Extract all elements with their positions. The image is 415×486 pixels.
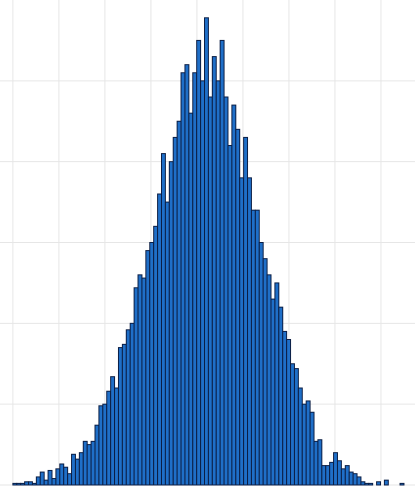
bar: [333, 452, 338, 486]
bar: [301, 403, 307, 486]
bar: [71, 453, 76, 486]
bar: [297, 387, 303, 486]
bar: [145, 250, 151, 486]
bar: [344, 465, 350, 486]
bar: [16, 482, 22, 486]
bar: [164, 201, 170, 486]
bar: [243, 136, 249, 486]
bar: [383, 479, 389, 486]
bar: [293, 368, 299, 486]
bar: [125, 329, 131, 486]
bar: [110, 376, 116, 486]
bar: [28, 481, 33, 486]
bar: [176, 120, 182, 486]
bar: [188, 112, 194, 486]
bar: [157, 193, 162, 486]
bar: [352, 473, 358, 486]
bar: [153, 225, 159, 486]
bar: [250, 209, 256, 486]
bar: [90, 440, 96, 486]
bar: [24, 481, 30, 486]
bar: [35, 476, 41, 486]
bar: [309, 411, 315, 486]
bar: [117, 347, 123, 486]
bar: [317, 439, 323, 486]
bar: [149, 242, 155, 486]
bar: [368, 482, 374, 486]
bar: [204, 17, 209, 486]
bar: [78, 452, 84, 486]
bar: [12, 482, 18, 486]
bar: [274, 282, 280, 486]
bar: [114, 387, 119, 486]
bar: [231, 104, 237, 486]
bar: [278, 306, 284, 486]
bar: [129, 322, 135, 486]
bar: [47, 469, 53, 486]
bar: [360, 481, 366, 486]
bar: [141, 277, 147, 486]
bar: [133, 287, 139, 486]
bar: [399, 482, 405, 486]
bar: [313, 440, 319, 486]
bar: [20, 482, 26, 486]
bar: [168, 161, 174, 486]
bar: [94, 424, 100, 486]
bar: [282, 330, 288, 486]
bar: [270, 298, 276, 486]
bar: [340, 468, 346, 486]
bar: [329, 461, 335, 486]
bar: [180, 72, 186, 486]
bar: [192, 72, 198, 486]
bar: [172, 136, 178, 486]
bar: [247, 177, 252, 486]
bar: [200, 80, 206, 486]
bar: [254, 209, 260, 486]
bar: [67, 473, 73, 486]
bar: [336, 460, 342, 486]
bar: [106, 390, 112, 486]
bar: [348, 471, 354, 486]
bar: [262, 258, 268, 486]
bar: [59, 463, 65, 486]
bar: [86, 444, 92, 486]
bar: [235, 128, 241, 486]
bar: [121, 343, 127, 486]
bar: [160, 153, 166, 486]
bar: [51, 478, 57, 486]
bar: [55, 468, 61, 486]
bar: [39, 471, 45, 486]
bar: [258, 242, 264, 486]
bar: [227, 145, 233, 486]
bar: [356, 476, 362, 486]
bar: [98, 405, 104, 486]
bar: [223, 96, 229, 486]
bar: [31, 482, 37, 486]
bar: [325, 465, 331, 486]
bar: [196, 39, 202, 486]
bar: [266, 274, 272, 486]
bar: [207, 96, 213, 486]
bar: [43, 479, 49, 486]
bar: [364, 482, 370, 486]
bar: [82, 440, 88, 486]
bar: [137, 274, 143, 486]
bar: [63, 466, 69, 486]
bar: [321, 465, 327, 486]
bar: [215, 80, 221, 486]
bar: [290, 363, 295, 486]
bar: [102, 403, 108, 486]
bar: [286, 339, 292, 486]
bar: [376, 481, 381, 486]
bar: [211, 56, 217, 486]
bar: [239, 177, 245, 486]
bar: [305, 400, 311, 486]
bar: [184, 64, 190, 486]
bar: [219, 39, 225, 486]
bar: [74, 458, 80, 486]
